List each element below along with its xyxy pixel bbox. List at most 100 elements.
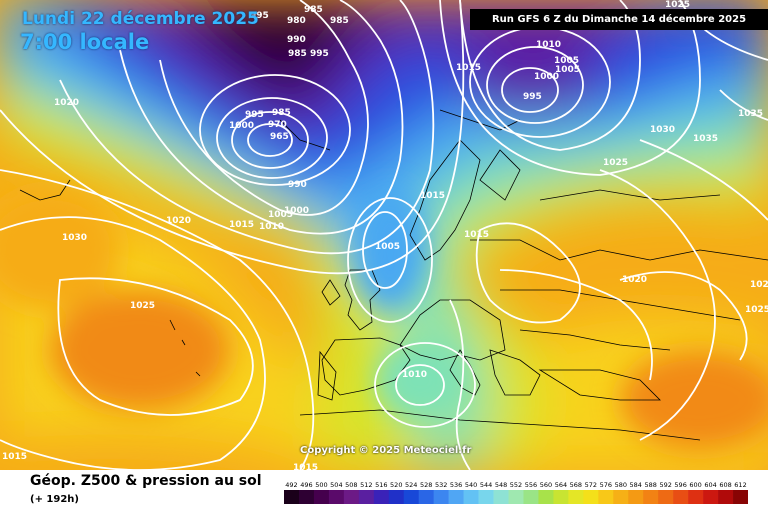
pressure-label: 1025 <box>665 0 690 10</box>
legend-tick-label: 532 <box>435 481 447 489</box>
pressure-label: 1030 <box>62 233 87 243</box>
legend-swatch <box>433 490 449 504</box>
legend-tick-label: 588 <box>644 481 656 489</box>
legend-swatch <box>583 490 599 504</box>
pressure-label: 1010 <box>402 370 427 380</box>
pressure-label: 985 <box>330 16 349 26</box>
legend-swatch <box>568 490 584 504</box>
pressure-label: 1025 <box>603 158 628 168</box>
legend-tick-label: 600 <box>689 481 701 489</box>
legend-swatch <box>298 490 315 504</box>
pressure-label: 1010 <box>536 40 561 50</box>
legend-tick-label: 568 <box>570 481 582 489</box>
isobars <box>0 0 768 470</box>
legend-swatch <box>388 490 405 504</box>
legend-tick-label: 596 <box>674 481 686 489</box>
legend-swatch <box>523 490 539 504</box>
pressure-label: 995 <box>523 92 542 102</box>
legend-swatch <box>313 490 330 504</box>
pressure-label: 995 <box>310 49 329 59</box>
legend-swatch <box>613 490 629 504</box>
legend-swatch <box>658 490 674 504</box>
pressure-label: 995 <box>250 11 269 21</box>
legend-swatch <box>343 490 360 504</box>
legend-tick-label: 536 <box>450 481 462 489</box>
forecast-lead-time: (+ 192h) <box>30 494 79 505</box>
legend-swatch <box>328 490 345 504</box>
pressure-label: 985 <box>304 5 323 15</box>
pressure-label: 1035 <box>738 109 763 119</box>
pressure-label: 995 <box>245 110 264 120</box>
legend-swatch <box>538 490 554 504</box>
pressure-labels: 985 980 985 990 985 995 995 1010 1005 10… <box>2 0 768 470</box>
legend-swatch <box>553 490 569 504</box>
legend-tick-label: 560 <box>540 481 552 489</box>
pressure-label: 1000 <box>534 72 559 82</box>
pressure-label: 1000 <box>229 121 254 131</box>
forecast-time: 7:00 locale <box>20 30 150 54</box>
pressure-label: 1005 <box>555 65 580 75</box>
pressure-label: 1020 <box>166 216 191 226</box>
pressure-label: 985 <box>272 108 291 118</box>
chart-title: Géop. Z500 & pression au sol <box>30 473 262 489</box>
legend-tick-label: 508 <box>345 481 357 489</box>
pressure-label: 1015 <box>456 63 481 73</box>
pressure-label: 1030 <box>650 125 675 135</box>
legend-swatch <box>373 490 390 504</box>
legend-tick-label: 608 <box>719 481 731 489</box>
legend-tick-label: 552 <box>510 481 522 489</box>
map-footer: Géop. Z500 & pression au sol (+ 192h) 49… <box>0 470 768 512</box>
legend-tick-label: 500 <box>315 481 327 489</box>
legend-tick-label: 528 <box>420 481 432 489</box>
legend-tick-label: 516 <box>375 481 387 489</box>
pressure-label: 970 <box>268 120 287 130</box>
pressure-label: 1025 <box>745 305 768 315</box>
pressure-label: 1010 <box>259 222 284 232</box>
legend-swatch <box>508 490 524 504</box>
pressure-label: 1005 <box>554 56 579 66</box>
pressure-label: 1020 <box>750 280 768 290</box>
weather-map: 985 980 985 990 985 995 995 1010 1005 10… <box>0 0 768 470</box>
pressure-label: 1015 <box>293 463 318 470</box>
pressure-label: 1020 <box>54 98 79 108</box>
legend-swatch <box>463 490 479 504</box>
legend-tick-label: 492 <box>285 481 297 489</box>
legend-tick-label: 544 <box>480 481 492 489</box>
pressure-label: 990 <box>287 35 306 45</box>
legend-swatch <box>688 490 704 504</box>
forecast-date: Lundi 22 décembre 2025 <box>22 9 259 29</box>
legend-tick-label: 512 <box>360 481 372 489</box>
pressure-label: 1025 <box>130 301 155 311</box>
legend-tick-label: 576 <box>600 481 612 489</box>
legend-tick-label: 584 <box>630 481 642 489</box>
legend-swatch <box>703 490 719 504</box>
legend-tick-label: 548 <box>495 481 507 489</box>
geopotential-field <box>0 0 768 470</box>
pressure-label: 990 <box>288 180 307 190</box>
legend-swatch <box>478 490 494 504</box>
legend-tick-label: 580 <box>615 481 627 489</box>
legend-tick-label: 612 <box>734 481 746 489</box>
legend-tick-label: 564 <box>555 481 567 489</box>
pressure-label: 985 <box>288 49 307 59</box>
color-scale-legend: 492 496 500 504 508 512 516 520 524 528 532 536 540 5… <box>284 481 748 504</box>
pressure-label: 1005 <box>268 210 293 220</box>
legend-tick-label: 592 <box>659 481 671 489</box>
legend-tick-label: 604 <box>704 481 716 489</box>
copyright-notice: Copyright © 2025 Meteociel.fr <box>300 445 472 456</box>
legend-tick-label: 496 <box>300 481 312 489</box>
legend-swatch <box>448 490 464 504</box>
legend-tick-label: 504 <box>330 481 342 489</box>
legend-swatch <box>643 490 659 504</box>
legend-swatch <box>598 490 614 504</box>
legend-swatch <box>628 490 644 504</box>
legend-swatch <box>418 490 434 504</box>
pressure-label: 980 <box>287 16 306 26</box>
legend-swatch <box>673 490 689 504</box>
pressure-label: 1020 <box>622 275 647 285</box>
legend-tick-label: 556 <box>525 481 537 489</box>
legend-tick-label: 520 <box>390 481 402 489</box>
pressure-label: 1000 <box>284 206 309 216</box>
legend-swatch <box>718 490 734 504</box>
